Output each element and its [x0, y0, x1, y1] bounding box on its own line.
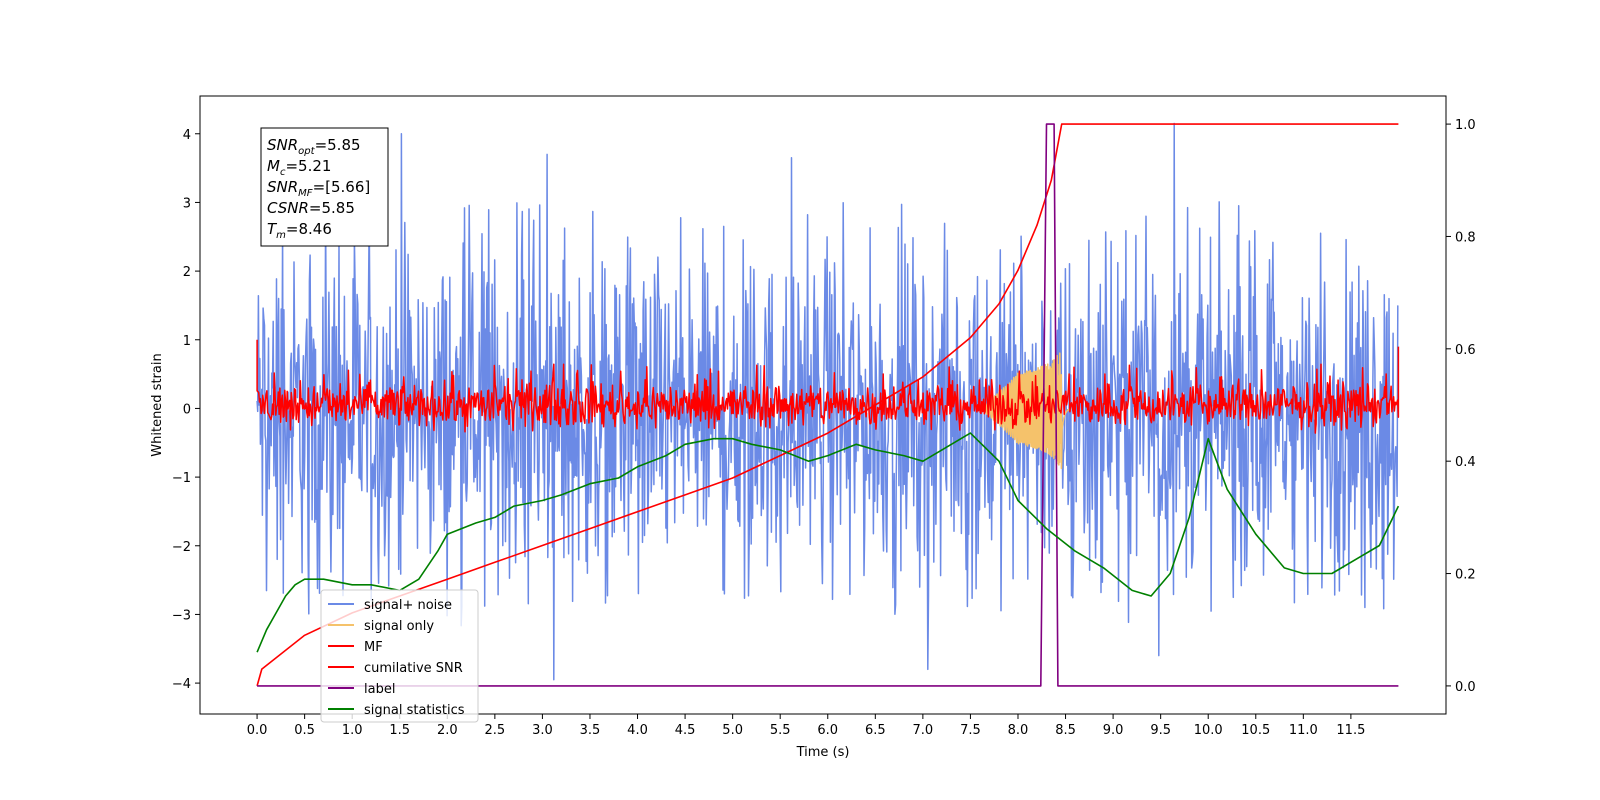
- y2-tick-label: 1.0: [1455, 118, 1476, 133]
- legend-entry: MF: [364, 640, 383, 655]
- x-axis: 0.0 0.5 1.0 1.5 2.0 2.5 3.0 3.5 4.0 4.5 5.0 5.5 6.0 6…: [247, 714, 1365, 738]
- x-tick-label: 11.0: [1289, 723, 1318, 738]
- y2-tick-label: 0.4: [1455, 455, 1476, 470]
- y2-tick-label: 0.6: [1455, 343, 1476, 358]
- annotation-symbol: SNR: [267, 136, 298, 154]
- y-tick-label: 4: [183, 128, 191, 143]
- annotation-box: SNRopt=5.85Mc=5.21SNRMF=[5.66]CSNR=5.85T…: [260, 127, 389, 247]
- legend-entry: signal+ noise: [364, 598, 452, 613]
- y-axis-right: 0.0 0.2 0.4 0.6 0.8 1.0: [1446, 118, 1476, 695]
- y2-tick-label: 0.2: [1455, 568, 1476, 583]
- annotation-value: =[5.66]: [313, 178, 371, 196]
- annotation-line: SNRopt=5.85: [267, 136, 361, 157]
- annotation-line: CSNR=5.85: [267, 199, 355, 217]
- annotation-value: =5.85: [309, 199, 355, 217]
- annotation-symbol: CSNR: [267, 199, 309, 217]
- annotation-line: Mc=5.21: [267, 157, 331, 178]
- x-tick-label: 5.5: [770, 723, 791, 738]
- series-line-mf: [256, 339, 1400, 434]
- annotation-frame: [260, 127, 389, 247]
- legend-entry: cumilative SNR: [364, 661, 463, 676]
- x-tick-label: 4.5: [675, 723, 696, 738]
- series-line-signal-statistics: [256, 432, 1400, 653]
- x-tick-label: 0.0: [247, 723, 268, 738]
- annotation-value: =5.85: [315, 136, 361, 154]
- annotation-value: =8.46: [286, 220, 332, 238]
- annotation-subscript: opt: [298, 146, 315, 157]
- x-tick-label: 10.0: [1194, 723, 1223, 738]
- annotation-line: SNRMF=[5.66]: [267, 178, 370, 199]
- y-axis-label: Whitened strain: [150, 353, 165, 456]
- y-tick-label: 0: [183, 402, 191, 417]
- x-tick-label: 11.5: [1336, 723, 1365, 738]
- annotation-subscript: MF: [298, 188, 313, 199]
- y-axis-left: −4 −3 −2 −1 0 1 2 3 4: [172, 128, 200, 692]
- x-tick-label: 9.5: [1150, 723, 1171, 738]
- annotation-symbol: SNR: [267, 178, 298, 196]
- legend-entry: signal statistics: [364, 703, 465, 718]
- y-tick-label: −2: [172, 540, 191, 555]
- x-tick-label: 0.5: [294, 723, 315, 738]
- x-tick-label: 10.5: [1241, 723, 1270, 738]
- x-axis-label: Time (s): [796, 745, 850, 760]
- y2-tick-label: 0.0: [1455, 680, 1476, 695]
- annotation-symbol: T: [267, 220, 278, 238]
- x-tick-label: 3.5: [580, 723, 601, 738]
- y-tick-label: 1: [183, 334, 191, 349]
- x-tick-label: 6.5: [865, 723, 886, 738]
- y-tick-label: 3: [183, 196, 191, 211]
- y2-tick-label: 0.8: [1455, 230, 1476, 245]
- x-tick-label: 4.0: [627, 723, 648, 738]
- x-tick-label: 7.5: [960, 723, 981, 738]
- y-tick-label: −4: [172, 677, 191, 692]
- x-tick-label: 3.0: [532, 723, 553, 738]
- y-tick-label: −1: [172, 471, 191, 486]
- legend: signal+ noise signal only MF cumilative SNR…: [320, 589, 479, 723]
- annotation-value: =5.21: [285, 157, 331, 175]
- annotation-line: Tm=8.46: [267, 220, 332, 241]
- annotation-subscript: m: [276, 230, 286, 241]
- x-tick-label: 8.5: [1055, 723, 1076, 738]
- x-tick-label: 1.0: [342, 723, 363, 738]
- plot-frame: [199, 95, 1447, 715]
- series-line-label: [257, 123, 1399, 687]
- annotation-subscript: c: [280, 167, 286, 178]
- legend-entry: signal only: [364, 619, 434, 634]
- legend-entry: label: [364, 682, 395, 697]
- x-tick-label: 9.0: [1103, 723, 1124, 738]
- x-tick-label: 1.5: [389, 723, 410, 738]
- x-tick-label: 6.0: [817, 723, 838, 738]
- x-tick-label: 7.0: [913, 723, 934, 738]
- x-tick-label: 2.5: [485, 723, 506, 738]
- x-tick-label: 2.0: [437, 723, 458, 738]
- legend-frame: [320, 589, 479, 723]
- annotation-symbol: M: [267, 157, 280, 175]
- x-tick-label: 8.0: [1008, 723, 1029, 738]
- y-tick-label: −3: [172, 608, 191, 623]
- y-tick-label: 2: [183, 265, 191, 280]
- x-tick-label: 5.0: [722, 723, 743, 738]
